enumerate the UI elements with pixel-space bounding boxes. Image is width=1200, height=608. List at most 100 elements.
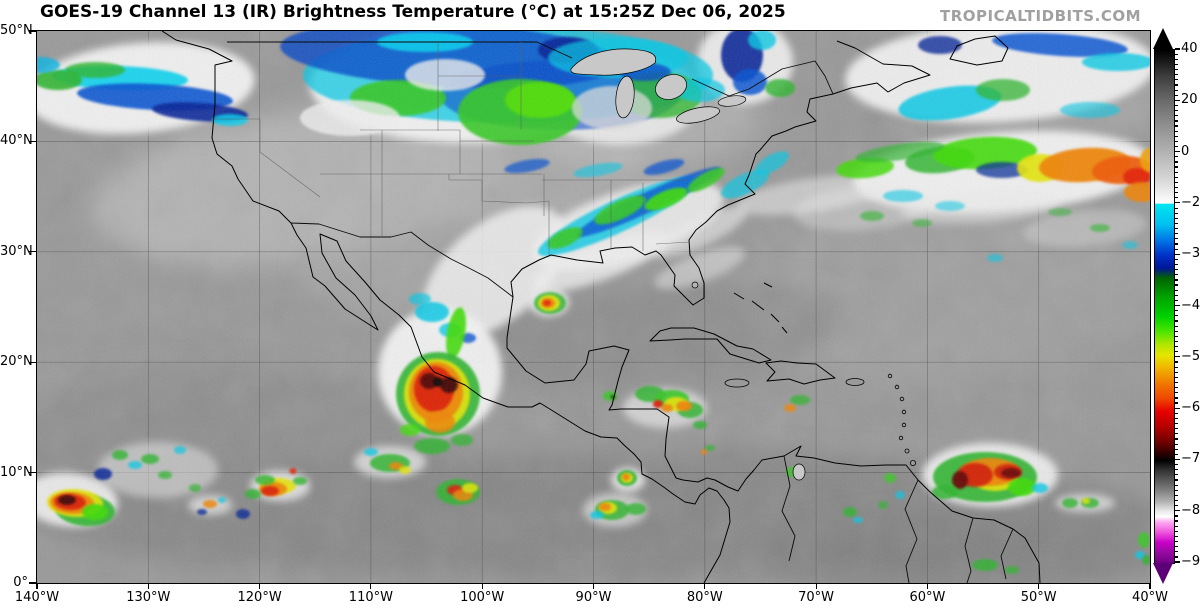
colorbar-minor-tick: [1175, 315, 1178, 317]
lesser-antilles-islands: [887, 373, 917, 466]
colorbar-minor-tick: [1175, 187, 1178, 189]
colorbar-major-tick: [1175, 202, 1180, 204]
lon-tick-mark: [36, 583, 38, 589]
colorbar-minor-tick: [1175, 535, 1178, 538]
colorbar-minor-tick: [1175, 433, 1178, 435]
colorbar-major-tick: [1175, 48, 1180, 50]
lat-tick-label: 20°N: [0, 354, 33, 370]
colorbar-minor-tick: [1175, 161, 1178, 163]
lon-tick-label: 80°W: [686, 590, 723, 605]
colorbar-minor-tick: [1175, 63, 1178, 66]
colorbar-minor-tick: [1175, 53, 1178, 55]
lake-ontario: [717, 95, 747, 107]
colorbar-tick-label: −90: [1181, 554, 1200, 569]
lake-huron: [655, 74, 687, 100]
colorbar-minor-tick: [1175, 340, 1178, 343]
colorbar-minor-tick: [1175, 248, 1178, 250]
lon-tick-label: 70°W: [798, 590, 835, 605]
colorbar: [1154, 49, 1175, 564]
colorbar-minor-tick: [1175, 474, 1178, 476]
colorbar-minor-tick: [1175, 361, 1178, 363]
colorbar-minor-tick: [1175, 479, 1178, 481]
colorbar-minor-tick: [1175, 84, 1178, 86]
map-title: GOES-19 Channel 13 (IR) Brightness Tempe…: [40, 2, 786, 22]
colorbar-minor-tick: [1175, 166, 1178, 168]
lake-okeechobee: [691, 281, 699, 289]
lake-maracaibo: [792, 463, 806, 481]
lat-tick-label: 0°: [13, 575, 28, 590]
colorbar-minor-tick: [1175, 233, 1178, 235]
canada-east-border: [691, 60, 834, 97]
lake-erie: [676, 106, 720, 124]
us-state-borders: [212, 42, 690, 255]
us-canada-border: [227, 41, 573, 59]
colorbar-minor-tick: [1175, 489, 1178, 491]
colorbar-minor-tick: [1175, 135, 1178, 137]
colorbar-minor-tick: [1175, 387, 1178, 389]
colorbar-minor-tick: [1175, 412, 1178, 414]
lat-tick-label: 40°N: [0, 133, 33, 149]
lon-tick-mark: [259, 583, 261, 589]
colorbar-tick-label: −40: [1181, 297, 1200, 313]
lake-superior: [570, 48, 657, 76]
colorbar-major-tick: [1175, 304, 1180, 307]
colorbar-minor-tick: [1175, 484, 1178, 486]
colorbar-minor-tick: [1175, 443, 1178, 445]
colorbar-minor-tick: [1175, 438, 1178, 440]
colorbar-minor-tick: [1175, 520, 1178, 522]
colorbar-minor-tick: [1175, 192, 1178, 194]
colorbar-major-tick: [1175, 356, 1180, 358]
lat-tick-mark: [29, 140, 37, 142]
colorbar-tick-label: −80: [1181, 502, 1200, 518]
colorbar-minor-tick: [1175, 258, 1178, 261]
colorbar-minor-tick: [1175, 263, 1178, 266]
colorbar-minor-tick: [1175, 402, 1178, 404]
colorbar-minor-tick: [1175, 381, 1178, 384]
colorbar-minor-tick: [1175, 140, 1178, 143]
us-mexico-border: [290, 222, 514, 298]
colorbar-minor-tick: [1175, 346, 1178, 348]
lon-tick-label: 90°W: [575, 590, 612, 605]
colorbar-minor-tick: [1175, 274, 1178, 276]
colorbar-minor-tick: [1175, 422, 1178, 425]
colorbar-major-tick: [1175, 151, 1180, 153]
colorbar-minor-tick: [1175, 269, 1178, 271]
gulf-caribbean-coastline: [506, 296, 1041, 583]
colorbar-minor-tick: [1175, 335, 1178, 337]
lat-tick-mark: [29, 582, 37, 584]
colorbar-minor-tick: [1175, 181, 1178, 184]
colorbar-tick-label: 20: [1181, 92, 1198, 108]
colorbar-minor-tick: [1175, 79, 1178, 81]
lon-tick-label: 120°W: [237, 590, 282, 605]
colorbar-minor-tick: [1175, 156, 1178, 158]
lon-tick-mark: [592, 583, 595, 589]
colorbar-minor-tick: [1175, 469, 1178, 471]
lat-tick-mark: [29, 472, 37, 474]
south-america-borders: [781, 455, 1014, 583]
lon-tick-label: 60°W: [909, 590, 946, 605]
colorbar-minor-tick: [1175, 546, 1178, 548]
colorbar-minor-tick: [1175, 115, 1178, 117]
colorbar-minor-tick: [1175, 197, 1178, 199]
colorbar-minor-tick: [1175, 289, 1178, 291]
colorbar-minor-tick: [1175, 176, 1178, 178]
colorbar-minor-tick: [1175, 494, 1178, 496]
lat-tick-mark: [29, 251, 37, 253]
colorbar-minor-tick: [1175, 366, 1178, 368]
colorbar-minor-tick: [1175, 171, 1178, 173]
site-watermark: TROPICALTIDBITS.COM: [940, 7, 1141, 25]
newfoundland-coastline: [949, 35, 1009, 66]
colorbar-tick-label: −30: [1181, 246, 1200, 262]
lon-tick-label: 50°W: [1020, 590, 1057, 605]
puerto-rico: [845, 378, 865, 386]
colorbar-minor-tick: [1175, 530, 1178, 532]
lat-tick-label: 30°N: [0, 243, 33, 259]
colorbar-minor-tick: [1175, 540, 1178, 543]
lon-tick-mark: [926, 583, 928, 589]
colorbar-minor-tick: [1175, 525, 1178, 527]
colorbar-minor-tick: [1175, 499, 1178, 502]
cuba-coastline: [649, 327, 772, 364]
colorbar-minor-tick: [1175, 376, 1178, 378]
colorbar-minor-tick: [1175, 222, 1178, 225]
